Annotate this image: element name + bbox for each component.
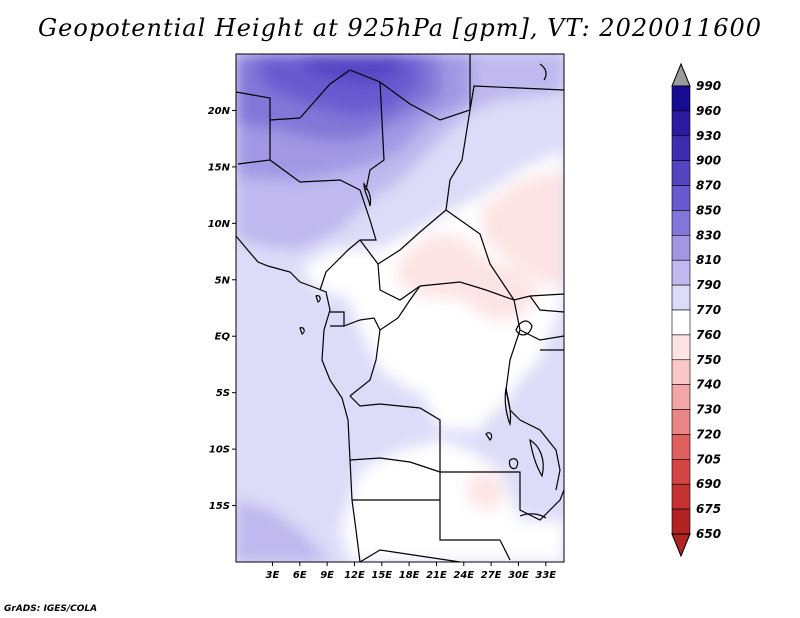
map-frame xyxy=(235,53,565,563)
colorbar-segment xyxy=(671,110,691,137)
colorbar-segment xyxy=(671,334,691,361)
lon-tick-label: 21E xyxy=(426,570,447,581)
lon-tick-label: 15E xyxy=(371,570,392,581)
lat-tick-label: 20N xyxy=(208,106,231,117)
lon-tick-label: 3E xyxy=(266,570,280,581)
colorbar-segment xyxy=(671,459,691,485)
lon-tick-label: 30E xyxy=(508,570,529,581)
colorbar-level-label: 930 xyxy=(696,129,721,143)
colorbar-level-label: 810 xyxy=(696,253,721,267)
colorbar-segment xyxy=(671,384,691,410)
colorbar-level-label: 900 xyxy=(696,154,721,168)
colorbar-segment xyxy=(671,235,691,261)
height-field xyxy=(236,54,564,562)
lat-tick-label: 5N xyxy=(215,275,231,286)
lat-tick-label: 10S xyxy=(209,445,230,456)
lat-tick-label: EQ xyxy=(215,332,231,343)
lat-tick-label: 10N xyxy=(208,219,231,230)
longitude-axis: 3E 6E 9E 12E 15E 18E 21E 24E 27E 30E 33E xyxy=(266,562,556,581)
colorbar-segment xyxy=(671,85,691,112)
lake-outlines xyxy=(299,63,547,519)
colorbar-level-label: 760 xyxy=(696,328,721,342)
colorbar-level-label: 740 xyxy=(696,378,721,392)
colorbar-segment xyxy=(671,483,691,510)
colorbar-segment xyxy=(671,160,691,186)
colorbar-level-label: 770 xyxy=(696,303,721,317)
lon-tick-label: 6E xyxy=(293,570,307,581)
latitude-axis: 20N 15N 10N 5N EQ 5S 10S 15S xyxy=(208,106,236,512)
lat-tick-label: 15N xyxy=(208,162,231,173)
colorbar-level-label: 990 xyxy=(696,79,721,93)
lon-tick-label: 24E xyxy=(453,570,474,581)
colorbar-segment xyxy=(671,359,691,385)
credit-label: GrADS: IGES/COLA xyxy=(4,604,98,614)
lat-tick-label: 5S xyxy=(216,388,230,399)
lon-tick-label: 18E xyxy=(399,570,420,581)
colorbar-level-label: 830 xyxy=(696,228,721,242)
colorbar-segment xyxy=(671,284,691,311)
colorbar-level-label: 790 xyxy=(696,278,721,292)
colorbar-level-label: 960 xyxy=(696,104,721,118)
colorbar-segment xyxy=(671,508,691,535)
lon-tick-label: 27E xyxy=(481,570,502,581)
colorbar-level-label: 850 xyxy=(696,203,721,217)
colorbar-segment xyxy=(671,434,691,460)
lon-tick-label: 9E xyxy=(320,570,334,581)
colorbar-top-triangle xyxy=(671,62,691,87)
colorbar-bottom-triangle xyxy=(671,533,691,558)
colorbar-segment xyxy=(671,409,691,435)
colorbar-level-label: 730 xyxy=(696,403,721,417)
lat-tick-label: 15S xyxy=(209,501,230,512)
colorbar-segment xyxy=(671,309,691,336)
lon-tick-label: 33E xyxy=(535,570,556,581)
colorbar-segment xyxy=(671,210,691,236)
colorbar-level-label: 650 xyxy=(696,527,721,541)
colorbar: 990 960 930 900 870 850 830 810 790 770 760 750 740 7… xyxy=(671,62,721,558)
colorbar-segment xyxy=(671,135,691,161)
lon-tick-label: 12E xyxy=(344,570,365,581)
colorbar-level-label: 720 xyxy=(696,427,721,441)
colorbar-level-label: 690 xyxy=(696,477,721,491)
colorbar-segment xyxy=(671,259,691,286)
chart-title: Geopotential Height at 925hPa [gpm], VT:… xyxy=(38,14,762,42)
colorbar-level-label: 705 xyxy=(696,452,721,466)
colorbar-segment xyxy=(671,185,691,211)
map-plot-area: 20N 15N 10N 5N EQ 5S 10S 15S 3E 6E 9E 12E 15E 18E 21E… xyxy=(208,53,565,581)
colorbar-level-label: 870 xyxy=(696,179,721,193)
colorbar-level-label: 750 xyxy=(696,353,721,367)
colorbar-level-label: 675 xyxy=(696,502,721,516)
